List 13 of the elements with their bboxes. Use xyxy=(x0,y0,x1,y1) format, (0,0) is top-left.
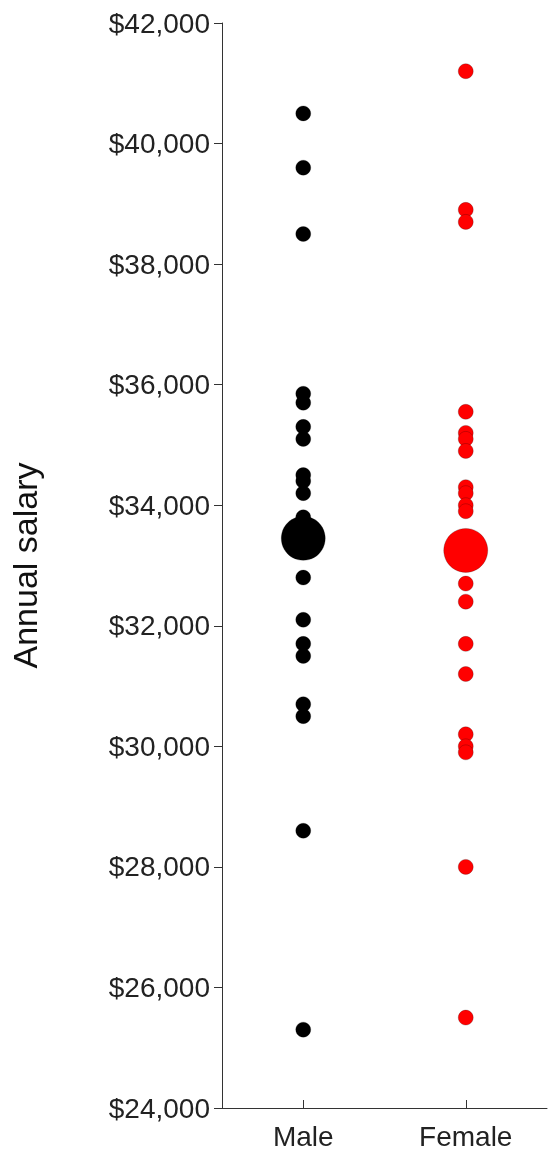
y-tick-label: $32,000 xyxy=(108,610,210,642)
y-tick-label: $36,000 xyxy=(108,369,210,401)
y-tick-label: $38,000 xyxy=(108,248,210,280)
x-tick-label: Male xyxy=(272,1120,334,1152)
y-tick-label: $26,000 xyxy=(108,971,210,1003)
y-axis-title: Annual salary xyxy=(6,462,44,669)
y-tick-label: $24,000 xyxy=(108,1092,210,1124)
y-tick-label: $40,000 xyxy=(108,128,210,160)
y-tick-label: $28,000 xyxy=(108,851,210,883)
y-tick-label: $42,000 xyxy=(108,7,210,39)
x-tick-label: Female xyxy=(419,1120,513,1152)
y-tick-label: $34,000 xyxy=(108,489,210,521)
y-tick-label: $30,000 xyxy=(108,730,210,762)
